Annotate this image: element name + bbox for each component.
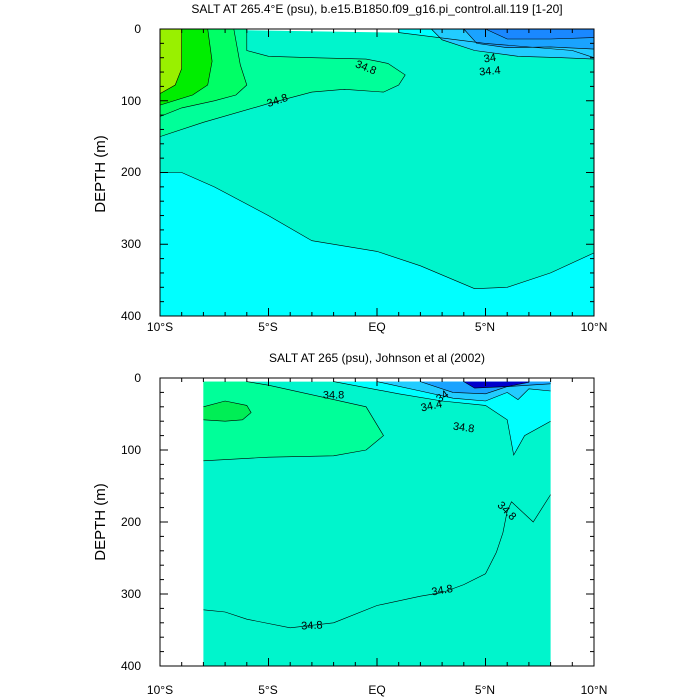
panel-model-ytick-400: 400 (121, 309, 141, 323)
panel-obs-xtick-5s: 5°S (258, 683, 277, 697)
panel-0-contour-line-6 (431, 28, 595, 60)
panel-0-contour-line-5 (398, 32, 595, 58)
panel-model-y-tick-labels: 0 100 200 300 400 (121, 22, 141, 323)
panel-1-contour-label-2: 34.8 (431, 583, 454, 599)
panel-obs-y-tick-labels: 0 100 200 300 400 (121, 371, 141, 673)
panel-1-contour-fill-1 (203, 381, 384, 461)
panel-0-contour-label-2: 34 (483, 52, 497, 66)
panel-0-contour-line-3 (159, 29, 182, 94)
panel-obs-ytick-400: 400 (121, 659, 141, 673)
panel-model-xtick-eq: EQ (368, 320, 385, 334)
panel-obs-xtick-10n: 10°N (581, 683, 608, 697)
panel-obs-contour-labels: 34.834.834.834.834.834.434 (301, 388, 518, 632)
panel-1-contour-label-4: 34.8 (452, 421, 475, 436)
panel-model-ylabel: DEPTH (m) (92, 135, 109, 213)
panel-0-contour-line-7 (463, 28, 595, 50)
panel-obs: SALT AT 265 (psu), Johnson et al (2002) … (92, 351, 607, 697)
panel-0-contour-fill-0 (160, 172, 594, 316)
panel-obs-x-tick-labels: 10°S 5°S EQ 5°N 10°N (147, 683, 607, 697)
panel-1-contour-line-2 (333, 381, 551, 456)
panel-model-xtick-10n: 10°N (581, 320, 608, 334)
panel-1-contour-label-5: 34.4 (420, 398, 443, 414)
panel-1-contour-label-0: 34.8 (323, 390, 344, 402)
panel-0-contour-fill-5 (160, 29, 182, 94)
panel-model-xtick-10s: 10°S (147, 320, 173, 334)
panel-0-contour-fill-9 (485, 29, 594, 39)
panel-obs-ytick-100: 100 (121, 443, 141, 457)
panel-1-contour-line-1 (203, 400, 252, 422)
panel-obs-ytick-0: 0 (134, 371, 141, 385)
panel-obs-ylabel: DEPTH (m) (92, 483, 109, 561)
panel-obs-ytick-300: 300 (121, 587, 141, 601)
panel-model-xtick-5s: 5°S (258, 320, 277, 334)
panel-1-contour-fill-2 (203, 401, 252, 422)
panel-obs-contour-fills (203, 381, 551, 666)
panel-model-contour-lines (159, 28, 595, 290)
panel-0-contour-label-3: 34.4 (479, 65, 501, 79)
panel-1-contour-line-3 (376, 381, 551, 402)
panel-model-contour-fills (160, 29, 594, 316)
panel-model-ytick-0: 0 (134, 22, 141, 36)
panel-0-contour-line-4 (160, 172, 595, 290)
panel-1-contour-line-0 (203, 381, 384, 462)
panel-obs-frame (159, 377, 595, 667)
panel-0-contour-line-2 (159, 28, 213, 106)
panel-0-contour-line-0 (159, 29, 406, 137)
panel-model-title: SALT AT 265.4°E (psu), b.e15.B1850.f09_g… (191, 2, 562, 16)
panel-model-ytick-200: 200 (121, 165, 141, 179)
panel-1-contour-line-6 (203, 494, 551, 629)
panel-obs-contour-lines (203, 381, 551, 629)
panel-1-contour-fill-6 (463, 381, 529, 389)
panel-1-contour-label-6: 34 (434, 388, 451, 405)
panel-obs-title: SALT AT 265 (psu), Johnson et al (2002) (269, 351, 485, 365)
panel-1-contour-line-5 (463, 381, 530, 389)
panel-0-contour-line-1 (159, 28, 248, 117)
panel-obs-xtick-10s: 10°S (147, 683, 173, 697)
panel-1-contour-fill-3 (333, 381, 551, 455)
panel-1-contour-line-4 (420, 381, 551, 395)
panel-model-ytick-100: 100 (121, 94, 141, 108)
panel-model-xtick-5n: 5°N (475, 320, 495, 334)
panel-model: SALT AT 265.4°E (psu), b.e15.B1850.f09_g… (92, 2, 607, 334)
panel-obs-ytick-200: 200 (121, 515, 141, 529)
panel-0-contour-line-8 (485, 28, 595, 40)
panel-model-frame (159, 28, 595, 317)
panel-obs-xtick-5n: 5°N (475, 683, 495, 697)
panel-model-ytick-300: 300 (121, 237, 141, 251)
panel-obs-xtick-eq: EQ (368, 683, 385, 697)
panel-1-contour-label-1: 34.8 (301, 619, 323, 632)
panel-model-x-tick-labels: 10°S 5°S EQ 5°N 10°N (147, 320, 607, 334)
